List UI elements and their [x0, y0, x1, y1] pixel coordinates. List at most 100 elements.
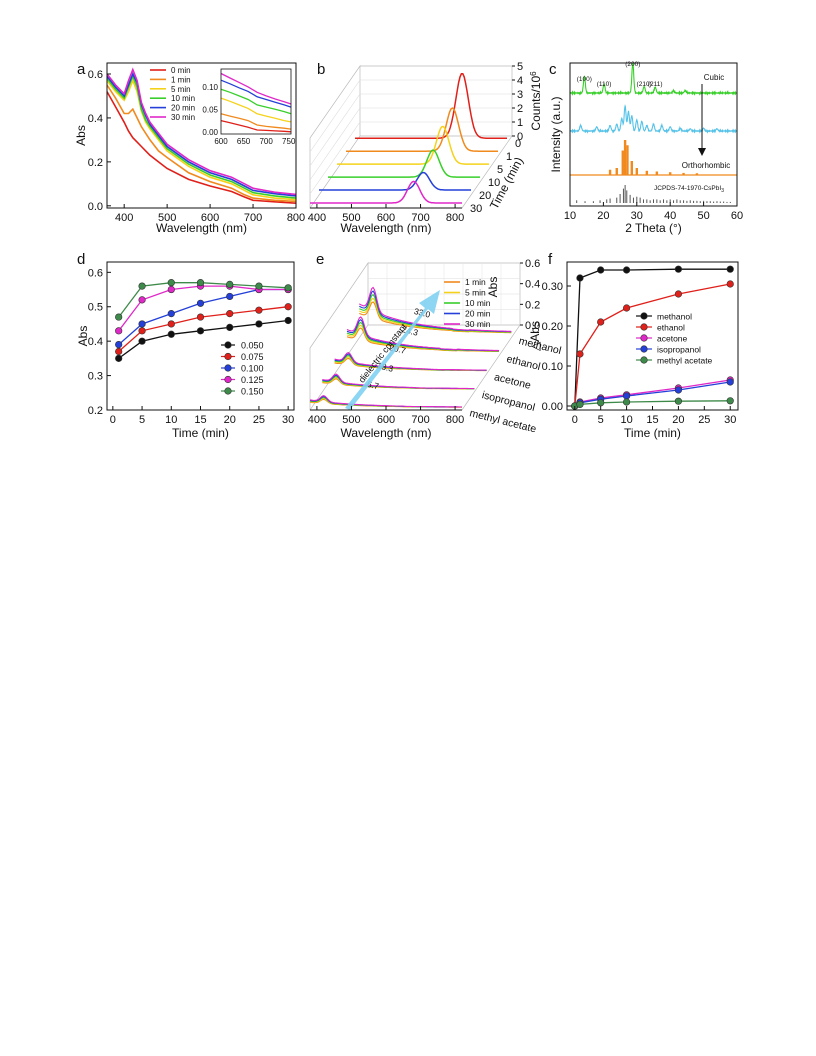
legend-marker — [640, 334, 648, 342]
inset-y-tick-label: 0.05 — [202, 105, 218, 114]
data-point — [196, 279, 205, 287]
peak-label: (110) — [597, 81, 612, 88]
legend-label: 0.075 — [241, 352, 264, 362]
x-axis-tick-label: 5 — [139, 414, 145, 426]
x-axis-tick-label: 400 — [308, 212, 326, 224]
x-axis-tick-label: 20 — [597, 210, 609, 222]
data-point — [726, 397, 734, 405]
series-bar — [695, 173, 699, 175]
back-wall — [360, 65, 513, 136]
data-point — [226, 323, 234, 331]
peak-label: (210) — [637, 81, 652, 88]
data-point — [167, 279, 175, 287]
y-axis-tick-label: 0.2 — [88, 405, 103, 417]
panel-letter: c — [549, 61, 557, 78]
z-tick-label: 0.6 — [525, 258, 540, 270]
z-tick-label: 3 — [517, 89, 523, 101]
z-axis-label: Counts/106 — [529, 71, 543, 131]
legend-label: 1 min — [465, 277, 486, 287]
x-axis-label: Time (min) — [624, 426, 681, 440]
data-point — [622, 398, 631, 406]
series-bar — [608, 169, 612, 175]
series-bar — [630, 161, 633, 175]
data-point — [226, 292, 234, 301]
data-point — [255, 282, 263, 290]
series-line-2 — [106, 78, 297, 201]
inset-line-4 — [220, 79, 292, 108]
spectrum-line-10 — [328, 149, 480, 178]
z-tick-label: 0 — [517, 131, 523, 143]
legend-marker — [224, 364, 232, 372]
inset-y-tick-label: 0.00 — [202, 128, 218, 137]
y-axis-label: △Abs — [528, 321, 542, 351]
dielectric-arrow — [345, 290, 440, 410]
data-point — [167, 310, 175, 318]
x-axis-tick-label: 700 — [411, 212, 429, 224]
legend-label: 10 min — [465, 298, 491, 308]
series-bar — [621, 150, 624, 175]
y-axis-tick-label: 0.10 — [542, 361, 563, 373]
y-axis-tick-label: 0.6 — [88, 69, 103, 81]
data-point — [726, 378, 734, 386]
data-point — [622, 304, 631, 312]
y-axis-tick-label: 0.4 — [88, 113, 103, 125]
y-axis-tick-label: 0.0 — [88, 201, 103, 213]
data-point — [115, 341, 123, 349]
data-point — [622, 392, 631, 400]
inset-x-tick-label: 650 — [237, 137, 251, 146]
x-axis-tick-label: 500 — [342, 212, 360, 224]
legend-label: 0 min — [171, 66, 191, 75]
solvent-label: acetone — [493, 371, 532, 392]
y-axis-label: Abs — [74, 125, 88, 146]
legend-label: 10 min — [171, 94, 195, 103]
data-point — [674, 397, 683, 405]
z-tick-label: 5 — [517, 61, 523, 73]
data-point — [138, 296, 146, 304]
series-line-3 — [106, 74, 297, 199]
x-axis-tick-label: 800 — [287, 212, 305, 224]
z-tick-label: 0.0 — [525, 320, 540, 332]
panel-letter: a — [77, 61, 86, 78]
x-axis-tick-label: 600 — [377, 212, 395, 224]
legend-label: 0.100 — [241, 364, 264, 374]
x-axis-tick-label: 15 — [646, 414, 658, 426]
inset-line-3 — [220, 88, 292, 115]
series-line-1 — [574, 283, 731, 407]
spectrum-line — [309, 395, 462, 408]
inset-line-2 — [220, 97, 292, 123]
data-point — [622, 266, 631, 274]
data-point — [576, 350, 584, 358]
panel-letter: f — [548, 251, 553, 268]
legend-label: methyl acetate — [657, 356, 713, 366]
x-axis-tick-label: 10 — [564, 210, 576, 222]
x-axis-tick-label: 10 — [165, 414, 177, 426]
wall-gridline — [309, 107, 361, 181]
data-point — [115, 354, 123, 362]
legend-label: 0.050 — [241, 341, 264, 351]
time-tick-label: 30 — [470, 203, 482, 215]
spectrum-line-20 — [319, 171, 471, 191]
data-point — [284, 303, 292, 311]
side-wall — [309, 64, 361, 208]
y-axis-tick-label: 0.30 — [542, 281, 563, 293]
series-line-5 — [106, 67, 297, 196]
x-axis-tick-label: 400 — [115, 212, 133, 224]
data-point — [138, 320, 146, 328]
panel-a: a 400 500 600 700 800 0.0 0.2 0.4 0.6 Wavelength (… — [74, 61, 305, 235]
inset-x-tick-label: 750 — [282, 137, 296, 146]
legend-label: methanol — [657, 312, 692, 322]
x-axis-tick-label: 30 — [631, 210, 643, 222]
legend-label: ethanol — [657, 323, 685, 333]
cubic-label: Cubic — [704, 73, 724, 82]
legend-marker — [224, 387, 232, 395]
data-point — [138, 327, 146, 335]
x-axis-tick-label: 25 — [253, 414, 265, 426]
x-axis-tick-label: 30 — [282, 414, 294, 426]
data-point — [226, 310, 234, 318]
peak-label: (100) — [577, 76, 592, 83]
z-tick-label: 0.4 — [525, 279, 540, 291]
data-point — [115, 327, 123, 335]
data-point — [167, 285, 175, 294]
data-point — [255, 306, 263, 314]
